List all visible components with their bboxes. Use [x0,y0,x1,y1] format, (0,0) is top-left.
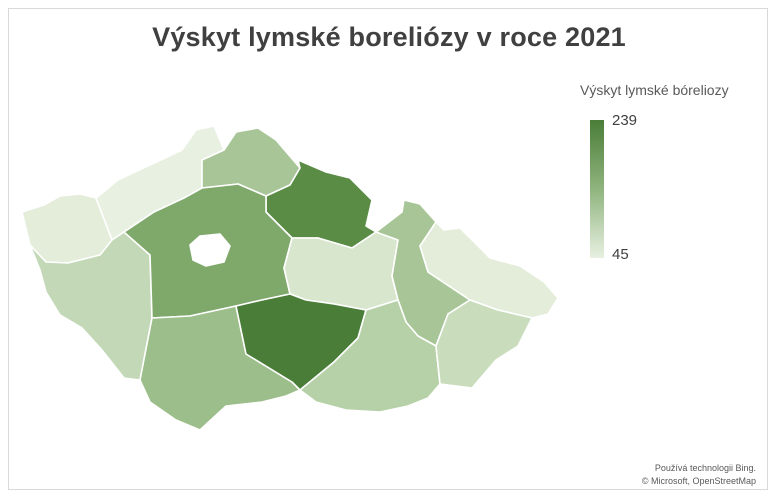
region-praha[interactable] [189,233,231,267]
region-moravskoslezsky[interactable] [419,221,559,319]
credits-line-1: Používá technologii Bing. [654,463,756,473]
legend-title: Výskyt lymské bóreliozy [580,82,729,98]
map-credits: Používá technologii Bing. © Microsoft, O… [642,462,756,488]
credits-line-2: © Microsoft, OpenStreetMap [641,476,756,486]
legend-min-label: 45 [612,246,629,263]
region-zlinsky[interactable] [435,299,533,389]
region-jihomoravsky[interactable] [299,299,441,413]
legend-color-scale [590,120,604,258]
map-title: Výskyt lymské boreliózy v roce 2021 [152,22,626,52]
legend-max-label: 239 [612,112,638,129]
